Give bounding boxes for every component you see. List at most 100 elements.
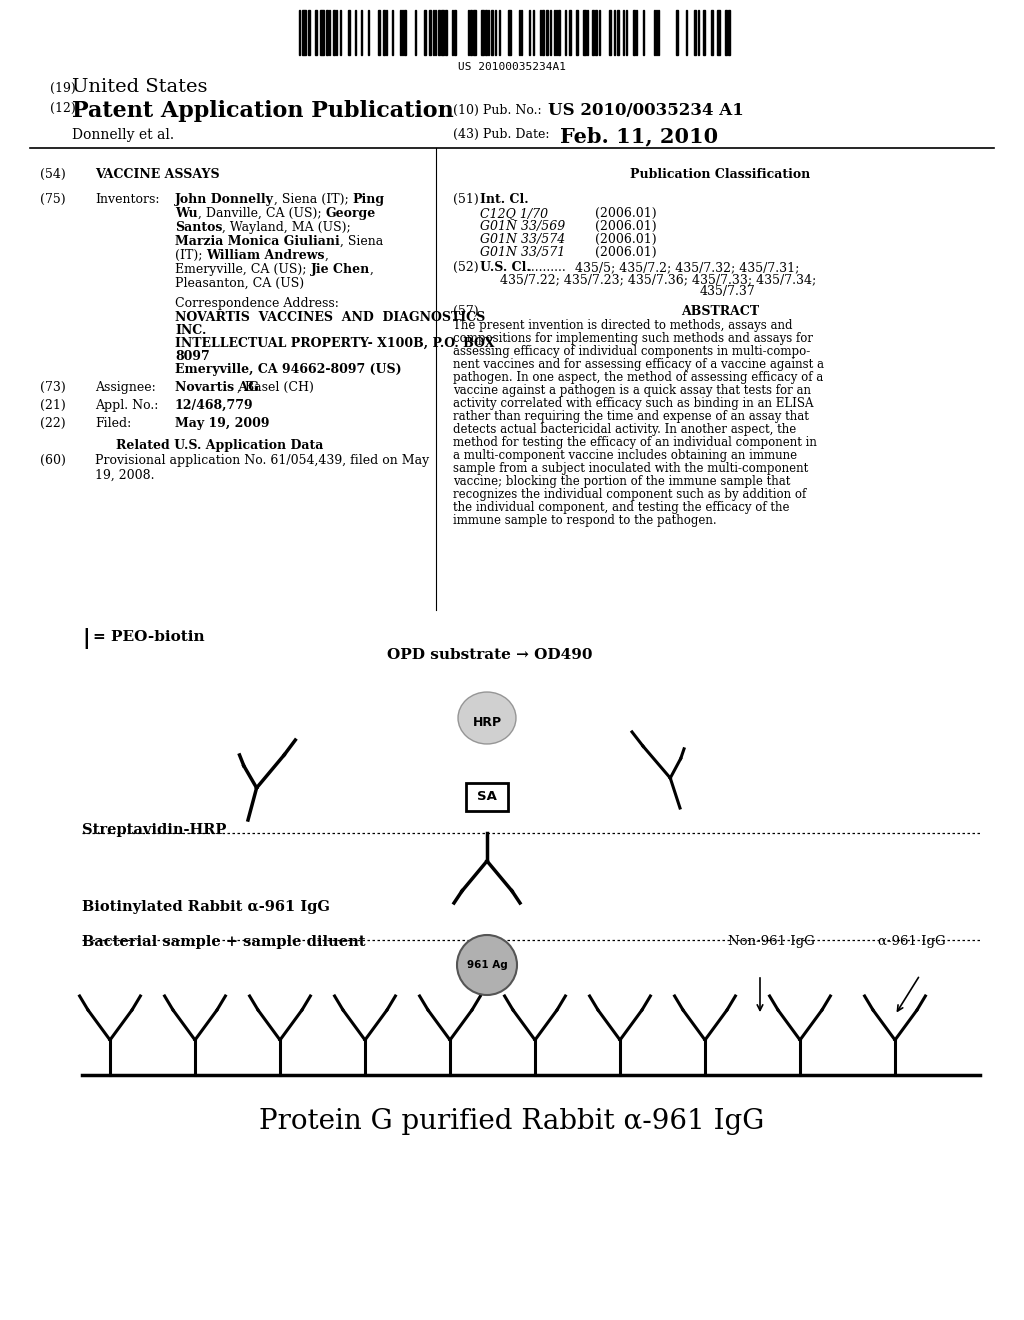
- Text: (52): (52): [453, 261, 478, 275]
- Text: Related U.S. Application Data: Related U.S. Application Data: [117, 440, 324, 451]
- Text: (21): (21): [40, 399, 66, 412]
- Bar: [575, 11, 578, 55]
- Text: ABSTRACT: ABSTRACT: [681, 305, 759, 318]
- Circle shape: [457, 935, 517, 995]
- Text: Correspondence Address:: Correspondence Address:: [175, 297, 339, 310]
- Text: Emeryville, CA 94662-8097 (US): Emeryville, CA 94662-8097 (US): [175, 363, 401, 376]
- Bar: [470, 11, 472, 55]
- Text: recognizes the individual component such as by addition of: recognizes the individual component such…: [453, 488, 806, 502]
- Text: Assignee:: Assignee:: [95, 381, 156, 393]
- Text: Donnelly et al.: Donnelly et al.: [72, 128, 174, 143]
- Text: (2006.01): (2006.01): [595, 220, 656, 234]
- Bar: [302, 11, 306, 55]
- Text: United States: United States: [72, 78, 208, 96]
- Text: Int. Cl.: Int. Cl.: [480, 193, 528, 206]
- Text: |: |: [82, 628, 90, 649]
- Text: 435/5; 435/7.2; 435/7.32; 435/7.31;: 435/5; 435/7.2; 435/7.32; 435/7.31;: [575, 261, 800, 275]
- Text: US 2010/0035234 A1: US 2010/0035234 A1: [548, 102, 743, 119]
- Text: U.S. Cl.: U.S. Cl.: [480, 261, 530, 275]
- Bar: [308, 11, 310, 55]
- Text: = PEO-biotin: = PEO-biotin: [93, 630, 205, 644]
- Text: Filed:: Filed:: [95, 417, 131, 430]
- Text: vaccine against a pathogen is a quick assay that tests for an: vaccine against a pathogen is a quick as…: [453, 384, 811, 397]
- Text: Streptavidin-HRP: Streptavidin-HRP: [82, 822, 226, 837]
- Text: Santos: Santos: [175, 220, 222, 234]
- Text: G01N 33/574: G01N 33/574: [480, 234, 565, 246]
- Text: , Wayland, MA (US);: , Wayland, MA (US);: [222, 220, 351, 234]
- Bar: [546, 11, 548, 55]
- Text: 12/468,779: 12/468,779: [175, 399, 254, 412]
- Text: William Andrews: William Andrews: [207, 249, 325, 261]
- Text: (2006.01): (2006.01): [595, 207, 656, 220]
- Bar: [319, 11, 324, 55]
- Text: a multi-component vaccine includes obtaining an immune: a multi-component vaccine includes obtai…: [453, 449, 797, 462]
- Bar: [609, 11, 611, 55]
- Text: , Basel (CH): , Basel (CH): [237, 381, 314, 393]
- Text: Emeryville, CA (US);: Emeryville, CA (US);: [175, 263, 310, 276]
- Text: (43) Pub. Date:: (43) Pub. Date:: [453, 128, 550, 141]
- Text: ,: ,: [370, 263, 374, 276]
- Text: Feb. 11, 2010: Feb. 11, 2010: [560, 125, 718, 147]
- Bar: [326, 11, 328, 55]
- Text: Provisional application No. 61/054,439, filed on May
19, 2008.: Provisional application No. 61/054,439, …: [95, 454, 429, 482]
- Bar: [466, 783, 508, 810]
- Text: (57): (57): [453, 305, 478, 318]
- Bar: [481, 11, 484, 55]
- Text: Jie Chen: Jie Chen: [310, 263, 370, 276]
- Bar: [378, 11, 380, 55]
- Text: (10) Pub. No.:: (10) Pub. No.:: [453, 104, 542, 117]
- Text: (22): (22): [40, 417, 66, 430]
- Text: Publication Classification: Publication Classification: [630, 168, 810, 181]
- Bar: [490, 11, 493, 55]
- Text: US 20100035234A1: US 20100035234A1: [458, 62, 566, 73]
- Text: INTELLECTUAL PROPERTY- X100B, P.O. BOX: INTELLECTUAL PROPERTY- X100B, P.O. BOX: [175, 337, 495, 350]
- Text: (54): (54): [40, 168, 66, 181]
- Text: 435/7.22; 435/7.23; 435/7.36; 435/7.33; 435/7.34;: 435/7.22; 435/7.23; 435/7.36; 435/7.33; …: [500, 273, 816, 286]
- Text: sample from a subject inoculated with the multi-component: sample from a subject inoculated with th…: [453, 462, 808, 475]
- Bar: [542, 11, 544, 55]
- Text: detects actual bactericidal activity. In another aspect, the: detects actual bactericidal activity. In…: [453, 422, 797, 436]
- Text: (19): (19): [50, 82, 76, 95]
- Text: Wu: Wu: [175, 207, 198, 220]
- Bar: [454, 11, 456, 55]
- Text: 961 Ag: 961 Ag: [467, 960, 507, 970]
- Bar: [617, 11, 618, 55]
- Bar: [429, 11, 431, 55]
- Text: G01N 33/569: G01N 33/569: [480, 220, 565, 234]
- Text: the individual component, and testing the efficacy of the: the individual component, and testing th…: [453, 502, 790, 513]
- Bar: [424, 11, 426, 55]
- Text: Biotinylated Rabbit α-961 IgG: Biotinylated Rabbit α-961 IgG: [82, 900, 330, 913]
- Text: (75): (75): [40, 193, 66, 206]
- Bar: [558, 11, 560, 55]
- Bar: [383, 11, 385, 55]
- Text: G01N 33/571: G01N 33/571: [480, 246, 565, 259]
- Bar: [508, 11, 511, 55]
- Bar: [348, 11, 350, 55]
- Text: activity correlated with efficacy such as binding in an ELISA: activity correlated with efficacy such a…: [453, 397, 813, 411]
- Text: John Donnelly: John Donnelly: [175, 193, 273, 206]
- Text: pathogen. In one aspect, the method of assessing efficacy of a: pathogen. In one aspect, the method of a…: [453, 371, 823, 384]
- Bar: [445, 11, 447, 55]
- Text: (60): (60): [40, 454, 66, 467]
- Bar: [473, 11, 476, 55]
- Text: HRP: HRP: [472, 717, 502, 730]
- Text: , Siena: , Siena: [340, 235, 383, 248]
- Text: (2006.01): (2006.01): [595, 246, 656, 259]
- Text: SA: SA: [477, 791, 497, 804]
- Text: George: George: [326, 207, 376, 220]
- Bar: [595, 11, 597, 55]
- Text: 435/7.37: 435/7.37: [700, 285, 756, 298]
- Bar: [694, 11, 696, 55]
- Text: (IT);: (IT);: [175, 249, 207, 261]
- Bar: [728, 11, 730, 55]
- Bar: [711, 11, 713, 55]
- Bar: [633, 11, 635, 55]
- Text: Marzia Monica Giuliani: Marzia Monica Giuliani: [175, 235, 340, 248]
- Ellipse shape: [458, 692, 516, 744]
- Text: vaccine; blocking the portion of the immune sample that: vaccine; blocking the portion of the imm…: [453, 475, 791, 488]
- Text: assessing efficacy of individual components in multi-compo-: assessing efficacy of individual compone…: [453, 345, 810, 358]
- Text: INC.: INC.: [175, 323, 207, 337]
- Text: Non-961 IgG: Non-961 IgG: [728, 935, 815, 948]
- Text: , Siena (IT);: , Siena (IT);: [273, 193, 352, 206]
- Bar: [315, 11, 317, 55]
